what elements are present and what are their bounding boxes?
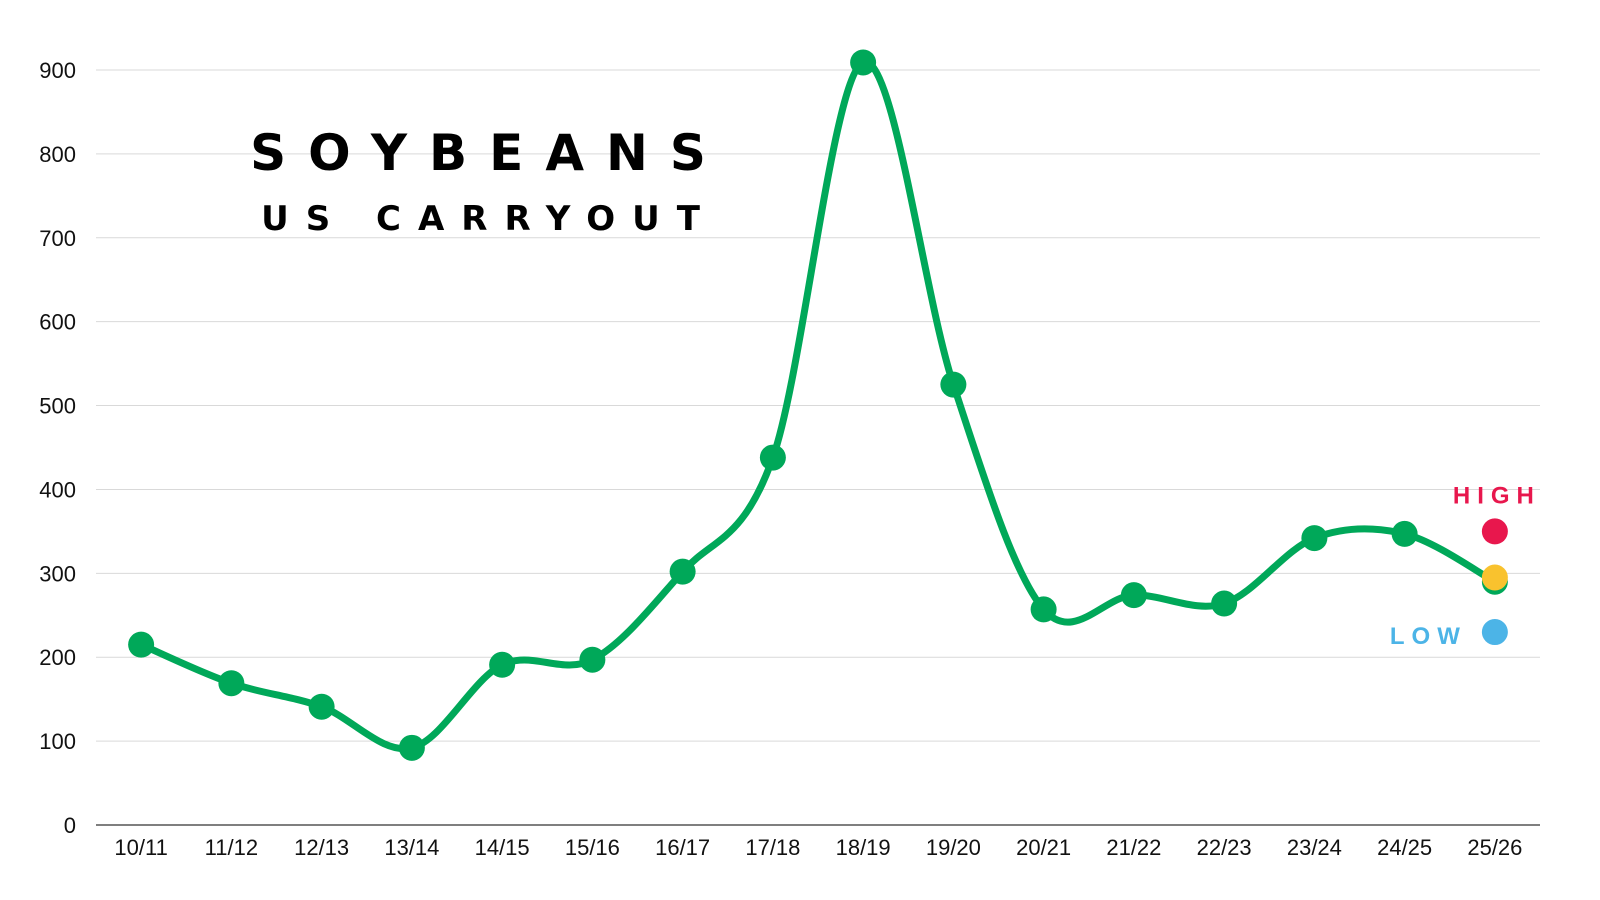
x-tick-label: 20/21 <box>1016 835 1071 860</box>
y-tick-label: 400 <box>39 477 76 502</box>
data-point <box>128 631 155 658</box>
x-tick-label: 14/15 <box>475 835 530 860</box>
y-tick-label: 500 <box>39 394 76 419</box>
y-tick-label: 0 <box>64 813 76 838</box>
mid-estimate-marker <box>1481 564 1508 591</box>
x-tick-label: 15/16 <box>565 835 620 860</box>
x-tick-label: 10/11 <box>114 835 167 860</box>
x-tick-label: 25/26 <box>1467 835 1522 860</box>
x-tick-label: 17/18 <box>745 835 800 860</box>
y-tick-label: 100 <box>39 729 76 754</box>
high-label: HIGH <box>1453 482 1541 509</box>
x-tick-label: 16/17 <box>655 835 710 860</box>
y-tick-label: 600 <box>39 310 76 335</box>
chart-subtitle: US CARRYOUT <box>261 199 717 239</box>
data-point <box>1211 590 1238 617</box>
y-tick-label: 300 <box>39 561 76 586</box>
x-tick-label: 23/24 <box>1287 835 1342 860</box>
data-point <box>218 670 245 697</box>
data-point <box>579 646 606 673</box>
y-tick-label: 700 <box>39 226 76 251</box>
gridlines <box>96 69 1540 742</box>
x-tick-label: 24/25 <box>1377 835 1432 860</box>
data-point <box>940 371 967 398</box>
x-tick-label: 13/14 <box>384 835 439 860</box>
low-label: LOW <box>1390 623 1467 650</box>
y-tick-label: 800 <box>39 142 76 167</box>
y-tick-label: 200 <box>39 645 76 670</box>
data-point <box>1030 596 1057 623</box>
x-tick-label: 19/20 <box>926 835 981 860</box>
data-point <box>1391 520 1418 547</box>
x-tick-label: 22/23 <box>1197 835 1252 860</box>
high-estimate-marker <box>1481 518 1508 545</box>
data-point <box>669 558 696 585</box>
data-point <box>759 444 786 471</box>
chart-title: SOYBEANS <box>250 124 728 182</box>
data-point <box>308 693 335 720</box>
x-tick-label: 12/13 <box>294 835 349 860</box>
data-point <box>398 734 425 761</box>
y-tick-label: 900 <box>39 58 76 83</box>
data-point <box>489 651 516 678</box>
x-axis-ticks: 10/11 11/12 12/13 13/14 14/15 15/16 16/17 17/18… <box>114 835 1522 860</box>
estimate-markers: HIGH LOW <box>1390 482 1541 650</box>
data-point <box>850 49 877 76</box>
data-point <box>1120 582 1147 609</box>
x-tick-label: 21/22 <box>1106 835 1161 860</box>
x-tick-label: 11/12 <box>205 835 258 860</box>
series-group <box>128 49 1508 761</box>
y-axis-ticks: 0 100 200 300 400 500 600 700 800 900 <box>39 58 76 838</box>
data-point <box>1301 525 1328 552</box>
low-estimate-marker <box>1481 619 1508 646</box>
x-tick-label: 18/19 <box>836 835 891 860</box>
